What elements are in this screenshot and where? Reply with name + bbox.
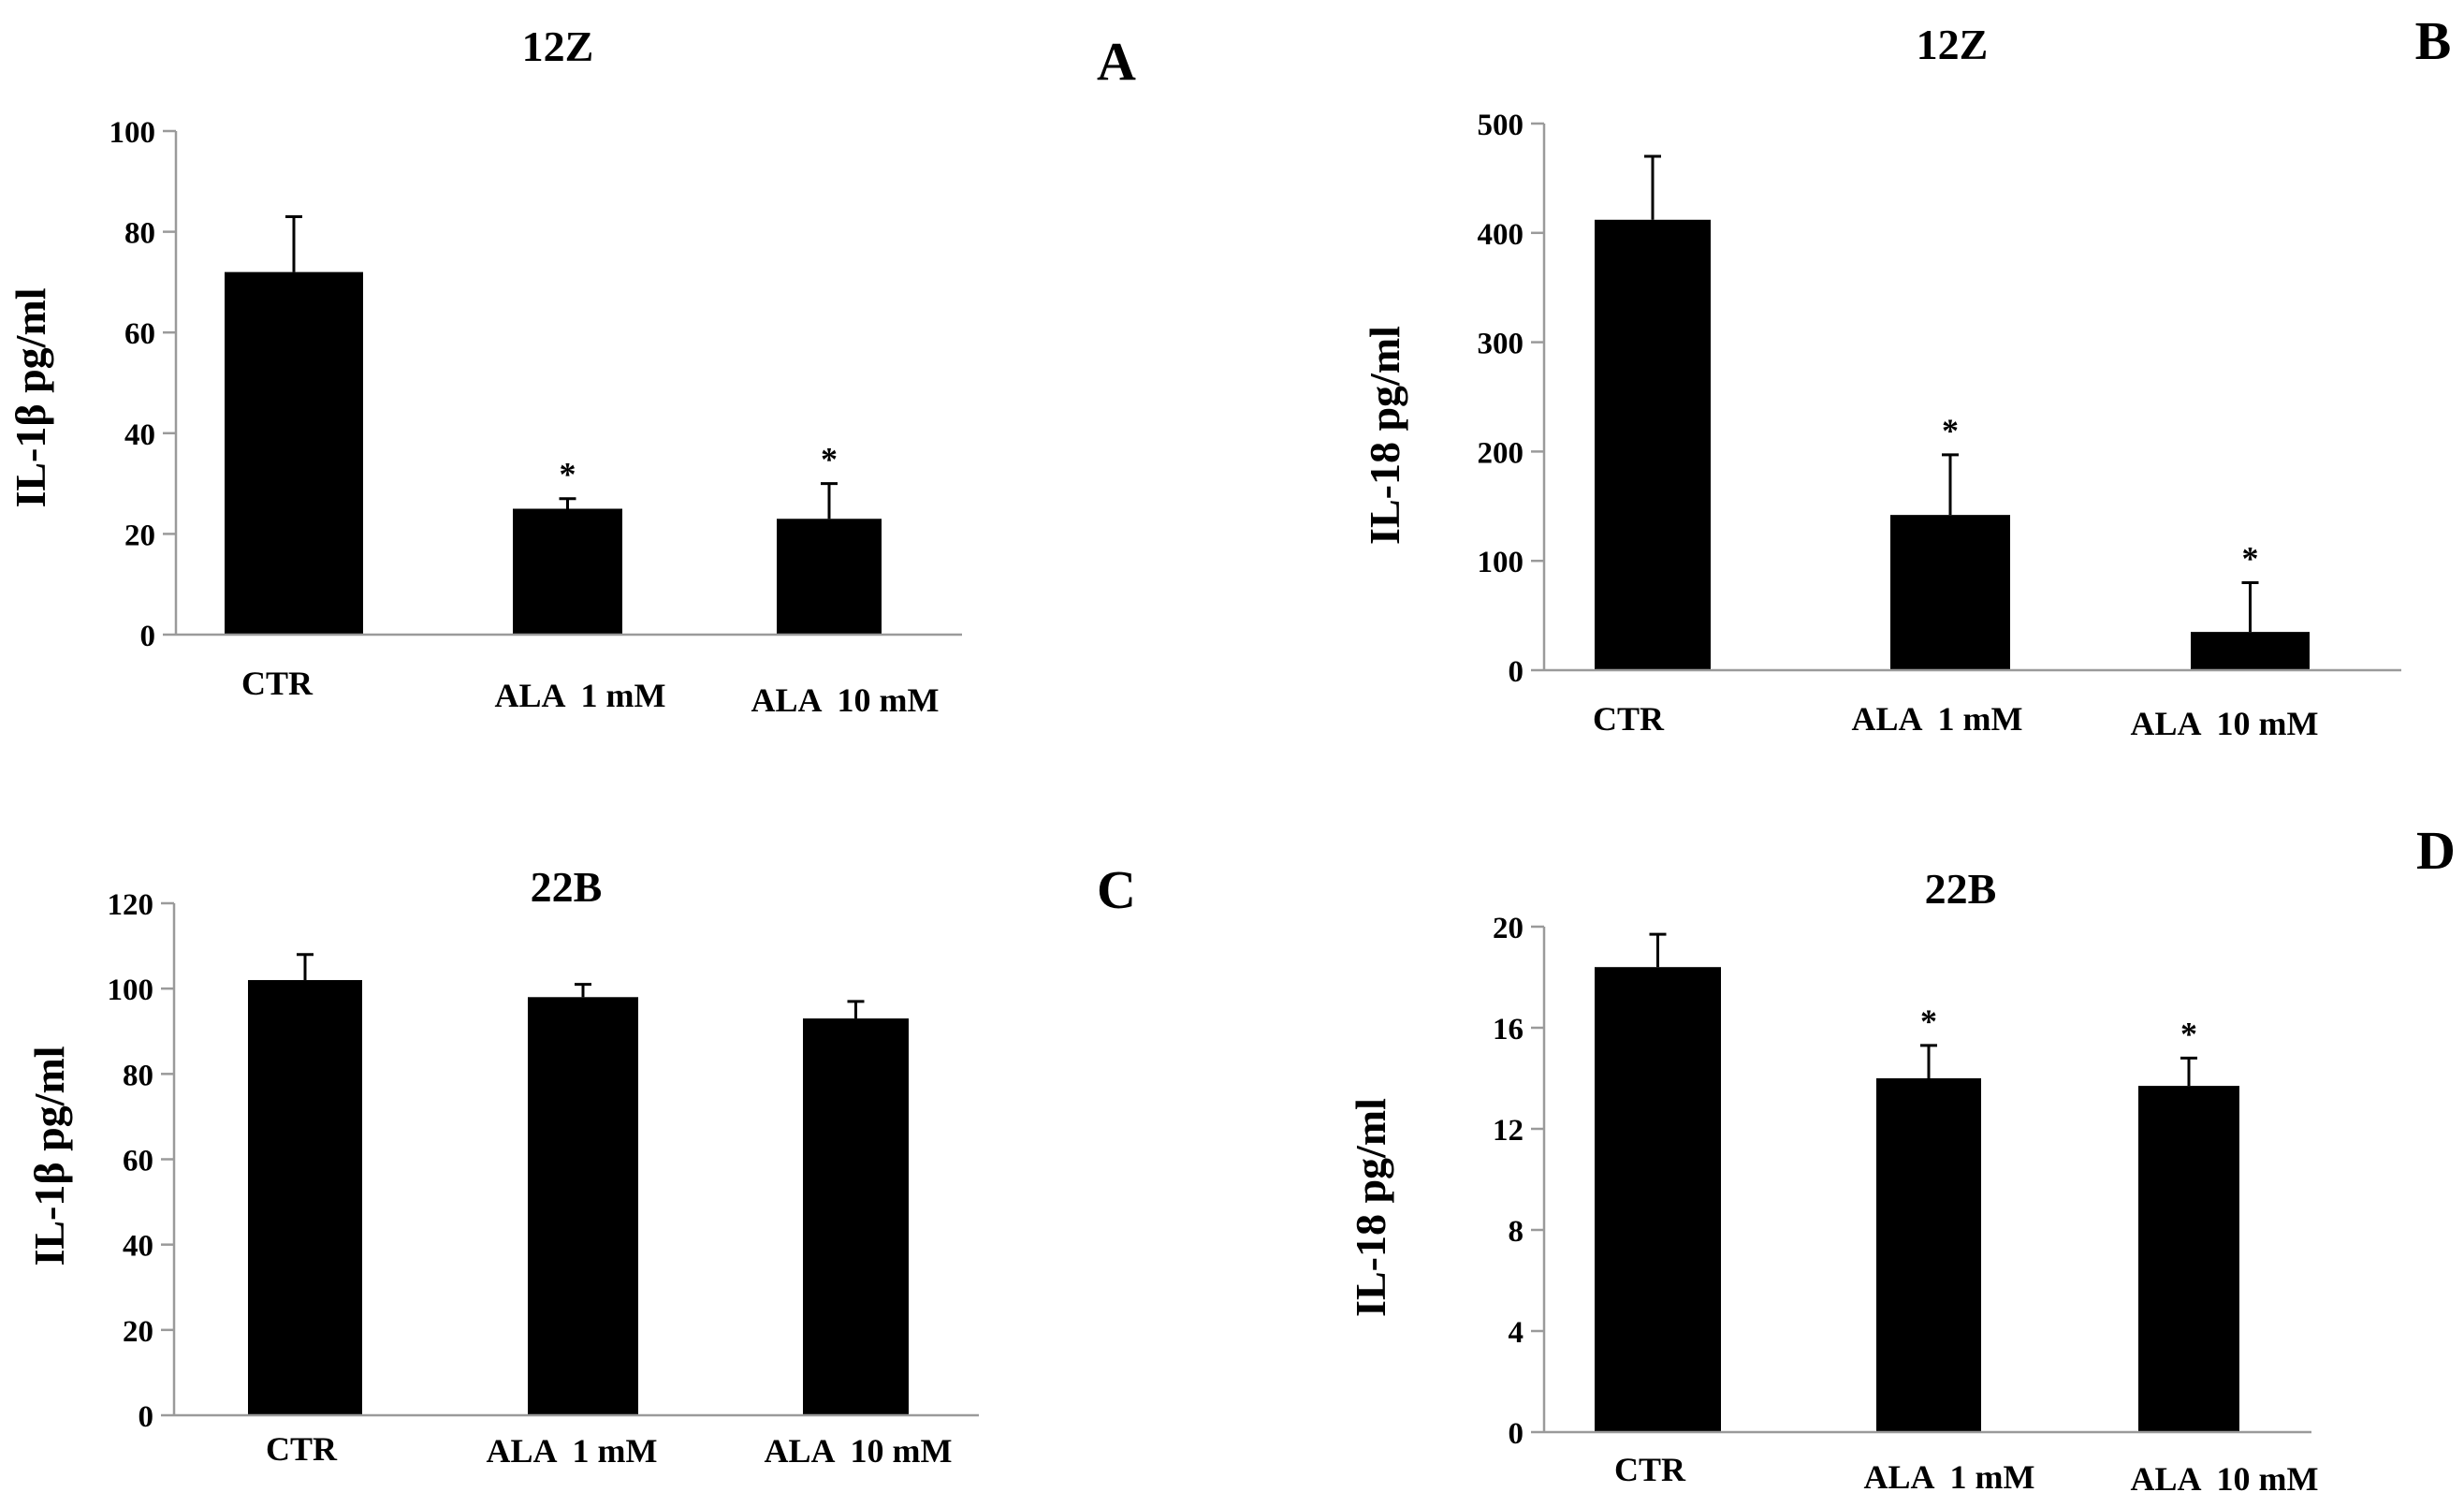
panel-a-title: 12Z	[522, 22, 594, 70]
panel-a-category-label: CTR	[241, 665, 313, 702]
panel-c-bar	[803, 1018, 909, 1415]
panel-b-y-tick-label: 100	[1478, 546, 1524, 579]
panel-c-y-tick-label: 60	[123, 1145, 153, 1178]
panel-c-category-label: ALA 10 mM	[765, 1432, 953, 1470]
panel-a-bar	[777, 519, 882, 635]
panel-d-bar	[1595, 967, 1721, 1432]
panel-a-y-ticks: 0 20 40 60 80 100	[109, 116, 176, 653]
panel-a-y-tick-label: 80	[124, 217, 155, 251]
panel-b-bar	[1595, 219, 1711, 670]
panel-d-y-tick-label: 20	[1493, 912, 1524, 945]
panel-b-y-axis-label: IL-18 pg/ml	[1361, 326, 1408, 545]
panel-b-bars: **	[1595, 154, 2310, 670]
panel-b-y-tick-label: 0	[1509, 655, 1524, 689]
panel-b-y-ticks: 0 100 200 300 400 500	[1478, 109, 1544, 689]
panel-b-bar	[1890, 515, 2010, 670]
panel-d-y-tick-label: 0	[1509, 1417, 1524, 1451]
panel-b-y-tick-label: 200	[1478, 436, 1524, 470]
panel-a-significance-marker: *	[560, 456, 576, 493]
panel-a-y-tick-label: 40	[124, 418, 155, 452]
panel-c-y-tick-label: 40	[123, 1230, 153, 1264]
panel-a-y-tick-label: 20	[124, 519, 155, 552]
panel-d-bar	[2138, 1086, 2239, 1432]
panel-b-significance-marker: *	[2242, 540, 2259, 578]
panel-c-category-label: CTR	[266, 1430, 338, 1468]
panel-a-letter: A	[1097, 31, 1136, 92]
panel-c-y-axis-label: IL-1β pg/ml	[25, 1046, 73, 1266]
panel-d-y-tick-label: 16	[1493, 1013, 1524, 1046]
panel-b-category-label: CTR	[1593, 700, 1665, 738]
panel-b-y-tick-label: 300	[1478, 328, 1524, 361]
panel-c-category-label: ALA 1 mM	[487, 1432, 658, 1470]
panel-b-y-tick-label: 400	[1478, 218, 1524, 252]
panel-c-y-tick-label: 120	[108, 888, 154, 922]
panel-d-y-tick-label: 4	[1509, 1316, 1524, 1350]
panel-d-category-label: ALA 1 mM	[1864, 1458, 2035, 1496]
panel-b-letter: B	[2415, 10, 2452, 71]
panel-c-bars	[248, 953, 909, 1415]
panel-d-title: 22B	[1925, 865, 1997, 913]
panel-a-y-tick-label: 60	[124, 317, 155, 351]
panel-b-x-categories: CTR ALA 1 mM ALA 10 mM	[1593, 700, 2319, 742]
panel-c-y-ticks: 0 20 40 60 80 100 120	[108, 888, 174, 1434]
panel-a-bars: * *	[225, 214, 882, 635]
panel-b-category-label: ALA 10 mM	[2131, 705, 2319, 742]
panel-a-category-label: ALA 1 mM	[495, 677, 666, 714]
panel-d-y-tick-label: 8	[1509, 1215, 1524, 1249]
panel-b-title: 12Z	[1917, 21, 1989, 68]
panel-c-y-tick-label: 20	[123, 1315, 153, 1349]
panel-c-x-categories: CTR ALA 1 mM ALA 10 mM	[266, 1430, 953, 1470]
panel-a-x-categories: CTR ALA 1 mM ALA 10 mM	[241, 665, 940, 719]
panel-c-y-tick-label: 80	[123, 1059, 153, 1092]
panel-a-y-tick-label: 0	[140, 620, 156, 653]
panel-d-significance-marker: *	[1920, 1002, 1937, 1040]
panel-a-y-axis-label: IL-1β pg/ml	[7, 287, 54, 507]
panel-c-y-tick-label: 100	[108, 973, 154, 1007]
panel-d-x-categories: CTR ALA 1 mM ALA 10 mM	[1614, 1451, 2319, 1498]
panel-d-bar	[1876, 1078, 1981, 1432]
panel-c-title: 22B	[531, 863, 603, 911]
panel-a-bar	[513, 508, 622, 635]
panel-c-bar	[528, 997, 638, 1415]
panel-b-significance-marker: *	[1942, 412, 1959, 449]
panel-d-letter: D	[2416, 820, 2456, 881]
panel-b-category-label: ALA 1 mM	[1852, 700, 2023, 738]
panel-d-y-ticks: 0 4 8 12 16 20	[1493, 912, 1544, 1451]
panel-c-bar	[248, 980, 362, 1415]
panel-c-y-tick-label: 0	[139, 1400, 154, 1434]
panel-a-bar	[225, 271, 363, 635]
panel-b-bar	[2191, 632, 2310, 670]
panel-a-category-label: ALA 10 mM	[751, 681, 940, 719]
panel-d-significance-marker: *	[2180, 1015, 2197, 1052]
panel-d-bars: * *	[1595, 932, 2239, 1432]
panel-d-category-label: CTR	[1614, 1451, 1686, 1488]
panel-d-y-axis-label: IL-18 pg/ml	[1347, 1098, 1394, 1317]
panel-b-y-tick-label: 500	[1478, 109, 1524, 142]
panel-c-letter: C	[1097, 859, 1136, 920]
panel-d-y-tick-label: 12	[1493, 1114, 1524, 1148]
panel-a-significance-marker: *	[821, 441, 838, 478]
panel-c-chart: 22B C IL-1β pg/ml 0 20 40 60 80 100 120 CTR ALA…	[25, 859, 1136, 1470]
panel-a-y-tick-label: 100	[109, 116, 156, 150]
panel-d-category-label: ALA 10 mM	[2131, 1460, 2319, 1498]
